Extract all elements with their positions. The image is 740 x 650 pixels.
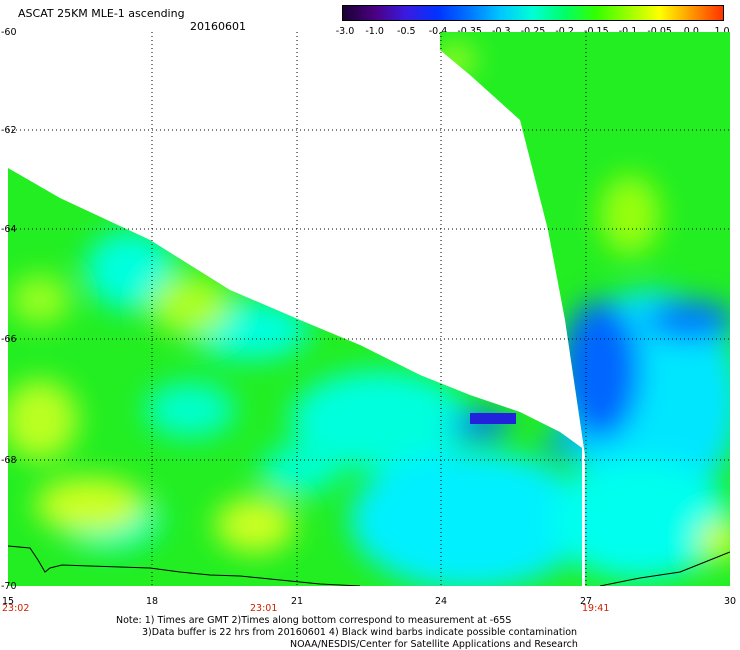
coastline-right: [599, 551, 730, 586]
colorbar-label: -0.05: [647, 26, 672, 37]
lat-label: -66: [1, 334, 17, 345]
colorbar-swatch: [374, 6, 407, 20]
colorbar-label: -0.35: [457, 26, 482, 37]
colorbar-label: -3.0: [335, 26, 355, 37]
lon-label: 18: [146, 596, 158, 607]
colorbar: [342, 5, 724, 21]
colorbar-label: 1.0: [714, 26, 730, 37]
colorbar-swatch: [596, 6, 629, 20]
lat-label: -60: [1, 27, 17, 38]
note-line-1: Note: 1) Times are GMT 2)Times along bot…: [116, 615, 512, 626]
colorbar-swatch: [628, 6, 660, 20]
product-title: ASCAT 25KM MLE-1 ascending: [18, 7, 185, 20]
time-label: 23:02: [2, 603, 29, 614]
time-label: 23:01: [250, 603, 277, 614]
lon-label: 21: [291, 596, 303, 607]
colorbar-label: -0.3: [492, 26, 511, 37]
colorbar-label: -0.4: [428, 26, 448, 37]
lon-label: 27: [580, 596, 592, 607]
lat-label: -70: [1, 581, 17, 592]
colorbar-swatch: [533, 6, 565, 20]
colorbar-label: -0.2: [555, 26, 574, 37]
lon-label: 24: [435, 596, 447, 607]
product-date: 20160601: [190, 20, 246, 33]
colorbar-swatch: [406, 6, 439, 20]
colorbar-label: -0.5: [397, 26, 416, 37]
coastline-left: [8, 545, 361, 586]
lat-label: -62: [1, 125, 17, 136]
low-value-streak: [470, 413, 516, 424]
colorbar-label: -0.25: [520, 26, 546, 37]
lon-label: 30: [724, 596, 736, 607]
note-line-3: NOAA/NESDIS/Center for Satellite Applica…: [290, 639, 578, 650]
note-line-2: 3)Data buffer is 22 hrs from 20160601 4)…: [142, 627, 578, 638]
colorbar-label: -1.0: [365, 26, 384, 37]
time-label: 19:41: [582, 603, 609, 614]
gridlines: [8, 32, 730, 586]
colorbar-swatch: [343, 6, 375, 20]
colorbar-label: 0.0: [683, 26, 699, 37]
colorbar-swatch: [691, 6, 724, 20]
colorbar-swatch: [438, 6, 470, 20]
colorbar-label: -0.1: [618, 26, 638, 37]
colorbar-swatch: [469, 6, 502, 20]
colorbar-label: -0.15: [584, 26, 609, 37]
colorbar-swatch: [659, 6, 692, 20]
colorbar-swatch: [564, 6, 597, 20]
lon-label: 15: [2, 596, 14, 607]
colorbar-swatch: [501, 6, 534, 20]
lat-label: -68: [1, 455, 17, 466]
lat-label: -64: [1, 224, 17, 235]
